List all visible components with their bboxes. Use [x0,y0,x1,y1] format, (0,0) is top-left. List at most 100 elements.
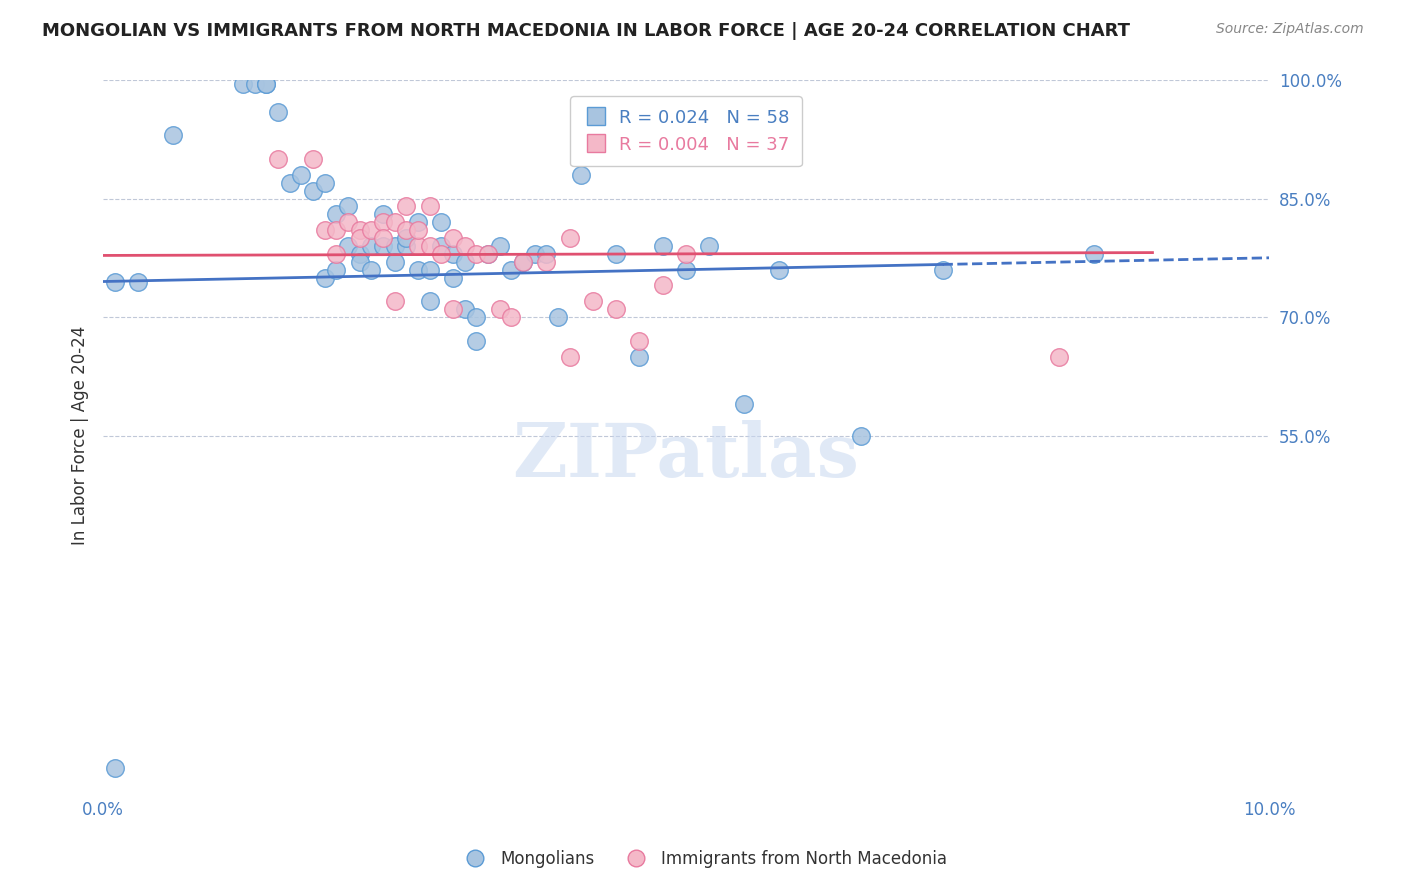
Point [501,262,523,277]
Point [406,223,429,237]
Point [302,152,325,166]
Point [104,275,127,289]
Point [371,215,394,229]
Point [547,310,569,324]
Point [1047,350,1070,364]
Point [453,254,475,268]
Point [628,334,651,348]
Point [384,294,406,309]
Point [651,239,673,253]
Legend: Mongolians, Immigrants from North Macedonia: Mongolians, Immigrants from North Macedo… [453,844,953,875]
Text: Source: ZipAtlas.com: Source: ZipAtlas.com [1216,22,1364,37]
Point [243,77,266,91]
Point [430,239,453,253]
Point [162,128,184,143]
Point [558,231,581,245]
Point [360,262,382,277]
Point [1083,247,1105,261]
Point [430,215,453,229]
Point [336,199,359,213]
Point [254,77,277,91]
Point [371,239,394,253]
Point [465,310,488,324]
Point [558,350,581,364]
Point [849,428,872,442]
Point [232,77,254,91]
Point [395,199,418,213]
Point [419,294,441,309]
Point [406,239,429,253]
Point [419,199,441,213]
Point [349,223,371,237]
Y-axis label: In Labor Force | Age 20-24: In Labor Force | Age 20-24 [72,326,89,545]
Point [325,223,347,237]
Point [395,223,418,237]
Point [512,254,534,268]
Point [605,302,627,317]
Point [254,77,277,91]
Point [441,247,464,261]
Point [523,247,546,261]
Point [314,270,336,285]
Point [534,247,557,261]
Point [325,262,347,277]
Text: ZIPatlas: ZIPatlas [513,420,859,493]
Point [371,231,394,245]
Point [534,254,557,268]
Point [465,247,488,261]
Point [336,215,359,229]
Legend: R = 0.024   N = 58, R = 0.004   N = 37: R = 0.024 N = 58, R = 0.004 N = 37 [571,96,801,167]
Point [675,247,697,261]
Point [314,176,336,190]
Point [314,223,336,237]
Point [569,168,592,182]
Point [419,239,441,253]
Point [406,262,429,277]
Text: MONGOLIAN VS IMMIGRANTS FROM NORTH MACEDONIA IN LABOR FORCE | AGE 20-24 CORRELAT: MONGOLIAN VS IMMIGRANTS FROM NORTH MACED… [42,22,1130,40]
Point [477,247,499,261]
Point [104,761,127,775]
Point [675,262,697,277]
Point [419,262,441,277]
Point [349,254,371,268]
Point [325,247,347,261]
Point [488,302,510,317]
Point [360,223,382,237]
Point [453,239,475,253]
Point [488,239,510,253]
Point [349,247,371,261]
Point [768,262,790,277]
Point [477,247,499,261]
Point [302,184,325,198]
Point [501,310,523,324]
Point [512,254,534,268]
Point [651,278,673,293]
Point [290,168,312,182]
Point [127,275,149,289]
Point [395,231,418,245]
Point [360,239,382,253]
Point [349,231,371,245]
Point [441,302,464,317]
Point [605,247,627,261]
Point [465,334,488,348]
Point [582,294,605,309]
Point [384,239,406,253]
Point [699,239,721,253]
Point [430,247,453,261]
Point [406,215,429,229]
Point [371,207,394,221]
Point [267,104,290,119]
Point [267,152,290,166]
Point [384,254,406,268]
Point [733,397,755,411]
Point [395,239,418,253]
Point [441,270,464,285]
Point [931,262,953,277]
Point [628,350,651,364]
Point [384,215,406,229]
Point [336,239,359,253]
Point [453,302,475,317]
Point [441,231,464,245]
Point [325,207,347,221]
